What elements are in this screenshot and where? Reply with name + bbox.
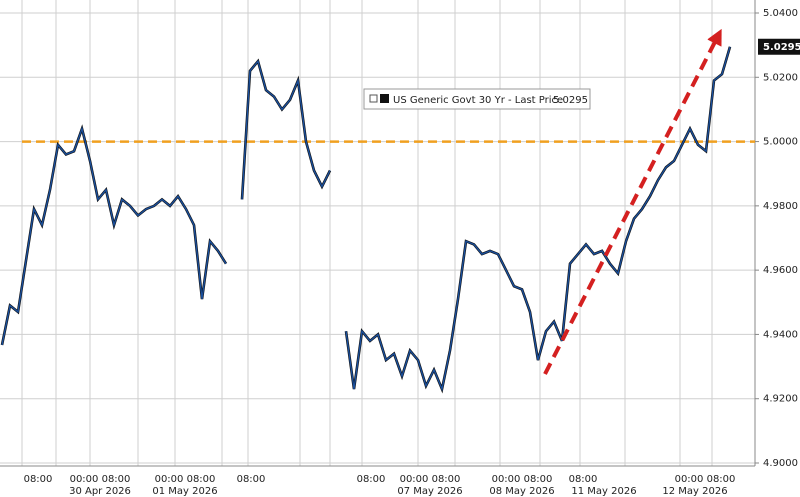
x-date-label: 01 May 2026 xyxy=(152,486,217,497)
x-date-label: 08 May 2026 xyxy=(489,486,554,497)
last-price-label: 5.0295 xyxy=(763,42,800,53)
x-time-label: 00:00 08:00 xyxy=(70,474,131,485)
grid xyxy=(0,0,755,466)
trend-arrow xyxy=(543,28,722,375)
x-date-label: 30 Apr 2026 xyxy=(69,486,131,497)
y-tick-label: 5.0000 xyxy=(763,137,798,148)
y-tick-label: 4.9800 xyxy=(763,201,798,212)
y-tick-label: 5.0200 xyxy=(763,72,798,83)
y-tick-label: 4.9600 xyxy=(763,265,798,276)
x-time-label: 00:00 08:00 xyxy=(155,474,216,485)
price-line xyxy=(1,46,731,392)
y-tick-label: 4.9400 xyxy=(763,329,798,340)
x-time-label: 00:00 08:00 xyxy=(675,474,736,485)
x-date-label: 12 May 2026 xyxy=(662,486,727,497)
x-time-label: 08:00 xyxy=(24,474,53,485)
legend-icon xyxy=(369,94,378,103)
x-time-label: 08:00 xyxy=(357,474,386,485)
legend-swatch xyxy=(380,94,389,103)
y-tick-label: 4.9000 xyxy=(763,458,798,469)
plot xyxy=(0,46,755,394)
x-time-label: 00:00 08:00 xyxy=(400,474,461,485)
x-date-label: 07 May 2026 xyxy=(397,486,462,497)
x-date-label: 11 May 2026 xyxy=(571,486,636,497)
y-tick-label: 5.0400 xyxy=(763,8,798,19)
legend-label: US Generic Govt 30 Yr - Last Price xyxy=(393,95,563,106)
x-time-label: 00:00 08:00 xyxy=(492,474,553,485)
y-tick-label: 4.9200 xyxy=(763,394,798,405)
legend-box xyxy=(363,88,591,110)
x-time-label: 08:00 xyxy=(237,474,266,485)
x-time-label: 08:00 xyxy=(569,474,598,485)
legend-value: 5.0295 xyxy=(553,95,588,106)
legend: US Generic Govt 30 Yr - Last Price 5.029… xyxy=(363,88,591,110)
last-price-box xyxy=(758,38,800,55)
